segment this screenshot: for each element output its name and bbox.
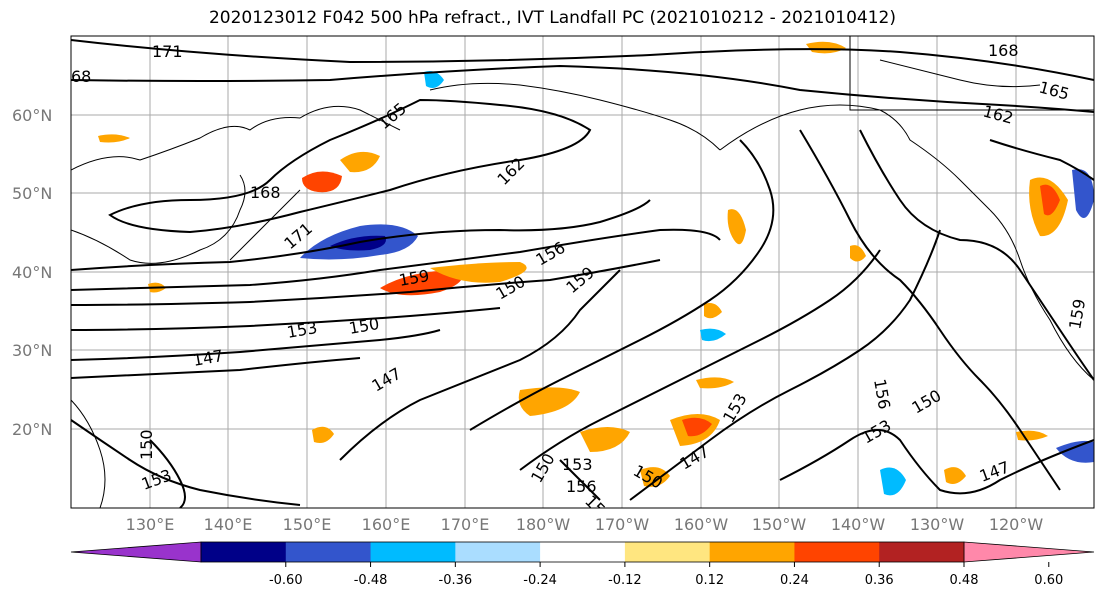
lat-label: 20°N — [12, 420, 52, 439]
colorbar-tick-label: 0.48 — [950, 573, 979, 588]
longitude-labels: 130°E 140°E 150°E 160°E 170°E 180°W 170°… — [126, 515, 1044, 534]
lat-label: 60°N — [12, 106, 52, 125]
colorbar-tick-label: 0.36 — [865, 573, 894, 588]
negative-anomaly-blob — [700, 328, 726, 342]
colorbar-segment — [794, 542, 880, 562]
contour-label: 153 — [562, 455, 593, 474]
positive-anomaly-blob — [1016, 430, 1048, 441]
positive-anomaly-blob — [682, 417, 712, 437]
lon-label: 150°W — [752, 515, 807, 534]
positive-anomaly-blob — [302, 171, 342, 193]
negative-anomaly-blob — [880, 467, 906, 496]
positive-anomaly-blob — [944, 467, 966, 484]
contour-lines — [71, 39, 1094, 508]
colorbar-extend-high — [963, 541, 1095, 563]
colorbar-segment — [201, 542, 287, 562]
lon-label: 140°E — [204, 515, 253, 534]
lon-label: 160°W — [674, 515, 729, 534]
contour-label: 168 — [988, 41, 1019, 60]
colorbar-tick-label: 0.60 — [1034, 573, 1063, 588]
lon-label: 140°W — [831, 515, 886, 534]
positive-anomaly-blob — [430, 262, 527, 283]
negative-anomaly-blob — [1072, 169, 1094, 218]
colorbar-tick-label: -0.12 — [608, 573, 642, 588]
map-frame — [70, 35, 1095, 509]
contour-label: 156 — [566, 477, 597, 496]
contour-label: 150 — [137, 429, 156, 460]
colorbar-tick-label: 0.12 — [695, 573, 724, 588]
colorbar-tick-label: -0.60 — [269, 573, 303, 588]
colorbar: -0.60 -0.48 -0.36 -0.24 -0.12 0.12 0.24 0.36 0.4… — [70, 541, 1095, 588]
colorbar-extend-low — [70, 541, 202, 563]
coastlines — [71, 36, 1094, 508]
positive-anomaly-blob — [704, 303, 722, 319]
lon-label: 130°W — [910, 515, 965, 534]
colorbar-tick-label: 0.24 — [780, 573, 809, 588]
positive-anomaly-blob — [98, 134, 130, 143]
colorbar-border — [200, 541, 965, 563]
lon-label: 170°E — [441, 515, 490, 534]
lat-label: 30°N — [12, 341, 52, 360]
lon-label: 150°E — [283, 515, 332, 534]
lon-label: 160°E — [362, 515, 411, 534]
contour-label: 171 — [152, 42, 183, 61]
lon-label: 170°W — [595, 515, 650, 534]
negative-anomaly-blob — [424, 71, 444, 88]
positive-anomaly-blob — [727, 209, 746, 245]
map-title: 2020123012 F042 500 hPa refract., IVT La… — [208, 8, 896, 28]
colorbar-segment — [370, 542, 456, 562]
colorbar-segment — [455, 542, 541, 562]
positive-anomaly-blob — [1040, 184, 1060, 216]
contour-label: 168 — [250, 183, 281, 202]
contour-label: 68 — [71, 67, 91, 86]
colorbar-segment — [709, 542, 795, 562]
positive-anomaly-blob — [850, 245, 866, 262]
positive-anomaly-blob — [340, 151, 380, 173]
lon-label: 180°W — [516, 515, 571, 534]
colorbar-segment — [624, 542, 711, 562]
positive-anomaly-blob — [696, 377, 734, 389]
colorbar-tick-label: -0.48 — [354, 573, 388, 588]
positive-anomaly-blob — [806, 41, 846, 54]
lon-label: 120°W — [989, 515, 1044, 534]
latitude-labels: 60°N 50°N 40°N 30°N 20°N — [12, 106, 52, 439]
colorbar-segment — [285, 542, 372, 562]
positive-anomaly-blob — [580, 427, 630, 452]
positive-anomaly-blob — [312, 426, 334, 443]
colorbar-segment — [879, 542, 965, 562]
lat-label: 40°N — [12, 263, 52, 282]
colorbar-tick-label: -0.24 — [523, 573, 557, 588]
lon-label: 130°E — [126, 515, 175, 534]
positive-anomaly-blob — [640, 467, 670, 487]
negative-anomaly-blob — [1056, 440, 1094, 463]
lat-label: 50°N — [12, 184, 52, 203]
colorbar-tick-label: -0.36 — [439, 573, 473, 588]
colorbar-segment — [540, 542, 626, 562]
